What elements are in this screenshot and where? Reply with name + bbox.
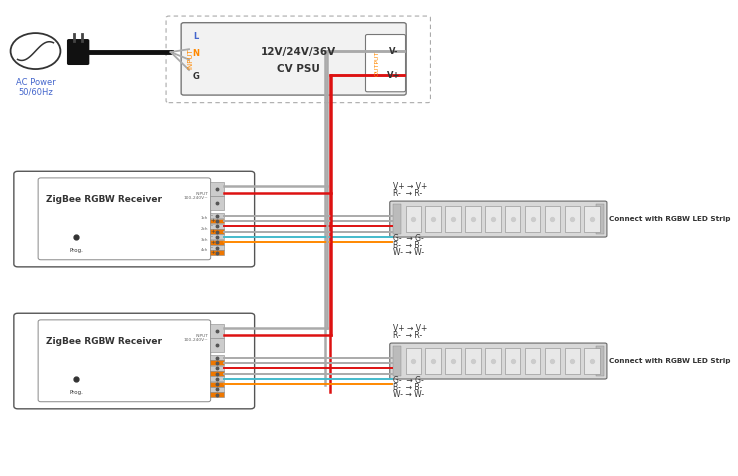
Text: -: - — [210, 224, 213, 229]
Text: INPUT: INPUT — [187, 49, 193, 69]
Text: INPUT
100-240V~: INPUT 100-240V~ — [183, 334, 208, 342]
FancyBboxPatch shape — [14, 171, 255, 267]
Text: W- → W-: W- → W- — [393, 389, 424, 398]
Text: Prog.: Prog. — [69, 248, 83, 253]
Bar — [210, 235, 224, 239]
Text: V-: V- — [389, 47, 399, 56]
Bar — [210, 213, 224, 218]
Text: Prog.: Prog. — [69, 390, 83, 395]
FancyBboxPatch shape — [68, 40, 89, 64]
FancyBboxPatch shape — [393, 204, 401, 234]
Text: AC Power
50/60Hz: AC Power 50/60Hz — [15, 78, 55, 97]
Text: 3ch: 3ch — [201, 238, 208, 241]
FancyBboxPatch shape — [596, 347, 604, 376]
Bar — [565, 348, 580, 374]
FancyBboxPatch shape — [365, 35, 405, 92]
Text: V+ → V+: V+ → V+ — [393, 182, 427, 191]
Text: -: - — [210, 245, 213, 250]
FancyBboxPatch shape — [596, 204, 604, 234]
Text: 2ch: 2ch — [201, 227, 208, 231]
Text: R-  → R-: R- → R- — [393, 331, 422, 340]
Text: ZigBee RGBW Receiver: ZigBee RGBW Receiver — [46, 337, 162, 346]
Bar — [406, 206, 421, 232]
Text: 4ch: 4ch — [201, 248, 208, 252]
Text: 1ch: 1ch — [201, 216, 208, 220]
FancyBboxPatch shape — [390, 343, 607, 379]
FancyBboxPatch shape — [166, 16, 430, 103]
Text: +: + — [210, 250, 215, 255]
Bar — [584, 348, 600, 374]
Text: 12V/24V/36V: 12V/24V/36V — [261, 47, 336, 57]
Bar — [525, 348, 540, 374]
Text: L: L — [193, 32, 199, 41]
Bar — [465, 206, 480, 232]
Text: B-  → B-: B- → B- — [393, 383, 422, 392]
Text: INPUT
100-240V~: INPUT 100-240V~ — [183, 192, 208, 200]
Text: Connect with RGBW LED Strip: Connect with RGBW LED Strip — [609, 216, 731, 222]
Bar — [210, 229, 224, 234]
Bar — [406, 348, 421, 374]
Bar — [210, 218, 224, 223]
Bar — [465, 348, 480, 374]
Bar — [210, 387, 224, 392]
Text: ZigBee RGBW Receiver: ZigBee RGBW Receiver — [46, 195, 162, 204]
Bar — [210, 360, 224, 366]
Text: B-  → B-: B- → B- — [393, 241, 422, 250]
Bar — [545, 206, 560, 232]
Bar — [584, 206, 600, 232]
Bar — [210, 196, 224, 210]
FancyBboxPatch shape — [14, 313, 255, 409]
Text: +: + — [210, 240, 215, 245]
Bar — [505, 206, 520, 232]
Text: G: G — [192, 71, 199, 80]
FancyBboxPatch shape — [181, 23, 406, 95]
Bar — [210, 240, 224, 245]
FancyBboxPatch shape — [38, 320, 210, 402]
Text: W- → W-: W- → W- — [393, 248, 424, 257]
FancyBboxPatch shape — [390, 201, 607, 237]
Bar — [210, 377, 224, 381]
FancyBboxPatch shape — [393, 347, 401, 376]
Bar — [545, 348, 560, 374]
Text: CV PSU: CV PSU — [277, 64, 320, 74]
Bar — [425, 348, 441, 374]
Text: G-  → G-: G- → G- — [393, 234, 424, 243]
Bar — [210, 371, 224, 376]
FancyBboxPatch shape — [38, 178, 210, 260]
Text: V+: V+ — [387, 70, 400, 79]
Bar — [445, 348, 461, 374]
Bar — [210, 324, 224, 338]
Bar — [445, 206, 461, 232]
Bar — [210, 382, 224, 387]
Bar — [565, 206, 580, 232]
Text: OUTPUT: OUTPUT — [375, 50, 380, 76]
Text: +: + — [210, 218, 215, 223]
Bar — [525, 206, 540, 232]
Text: Connect with RGBW LED Strip: Connect with RGBW LED Strip — [609, 358, 731, 364]
Text: N: N — [192, 49, 199, 58]
Bar — [210, 224, 224, 228]
Bar — [210, 182, 224, 196]
Text: G-  → G-: G- → G- — [393, 377, 424, 385]
Bar — [425, 206, 441, 232]
Bar — [210, 245, 224, 250]
Bar — [210, 366, 224, 371]
Bar — [210, 338, 224, 352]
Bar — [210, 392, 224, 397]
Text: +: + — [210, 229, 215, 234]
Bar — [485, 348, 500, 374]
Bar — [210, 250, 224, 255]
Bar — [505, 348, 520, 374]
Text: -: - — [210, 213, 213, 218]
Text: R-  → R-: R- → R- — [393, 189, 422, 198]
Text: -: - — [210, 234, 213, 239]
Text: V+ → V+: V+ → V+ — [393, 324, 427, 333]
Bar — [485, 206, 500, 232]
Bar — [210, 355, 224, 360]
